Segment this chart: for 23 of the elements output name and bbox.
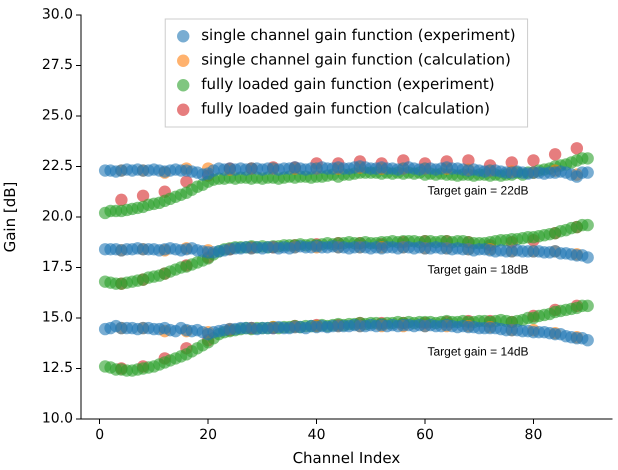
x-tick-label: 80	[524, 427, 542, 444]
x-tick-label: 60	[416, 427, 434, 444]
x-tick-label: 0	[95, 427, 104, 444]
y-axis-title: Gain [dB]	[0, 182, 19, 252]
y-tick-label: 30.0	[42, 6, 73, 23]
x-tick-label: 20	[199, 427, 218, 444]
y-tick-label: 10.0	[42, 410, 73, 427]
annotation: Target gain = 18dB	[427, 262, 529, 276]
y-tick-label: 15.0	[42, 310, 73, 326]
legend-label: single channel gain function (calculation)	[201, 50, 511, 69]
annotation: Target gain = 22dB	[427, 183, 529, 198]
y-tick-label: 25.0	[42, 108, 73, 124]
legend-label: fully loaded gain function (experiment)	[201, 75, 495, 94]
annotation: Target gain = 14dB	[427, 344, 529, 358]
legend-label: fully loaded gain function (calculation)	[201, 100, 490, 118]
y-tick-label: 22.5	[42, 158, 73, 174]
y-tick-label: 17.5	[42, 259, 73, 276]
legend-label: single channel gain function (experiment)	[201, 26, 516, 44]
x-axis-title: Channel Index	[292, 448, 400, 467]
y-tick-label: 27.5	[42, 57, 73, 74]
y-tick-label: 20.0	[42, 208, 73, 225]
x-tick-label: 40	[308, 427, 326, 444]
y-tick-label: 12.5	[42, 360, 73, 376]
